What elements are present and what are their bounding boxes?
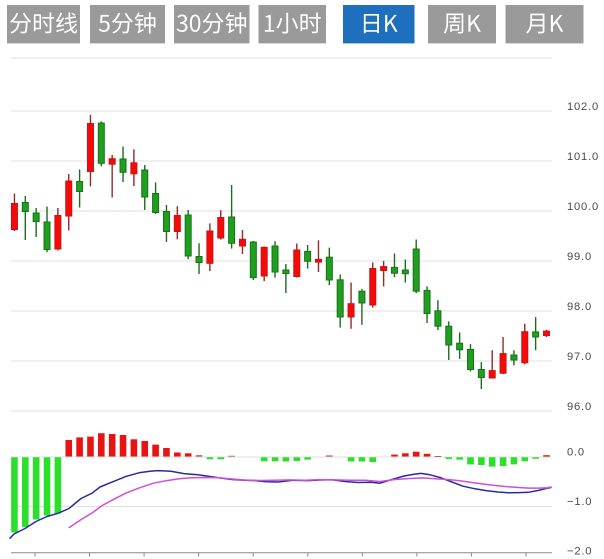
- svg-text:97.0: 97.0: [567, 351, 592, 363]
- svg-text:102.0: 102.0: [567, 101, 599, 113]
- svg-text:99.0: 99.0: [567, 251, 592, 263]
- svg-text:−1.0: −1.0: [567, 496, 592, 508]
- svg-text:−2.0: −2.0: [567, 546, 592, 558]
- svg-text:96.0: 96.0: [567, 401, 592, 413]
- svg-text:0.0: 0.0: [567, 447, 585, 459]
- svg-text:100.0: 100.0: [567, 201, 599, 213]
- svg-text:101.0: 101.0: [567, 151, 599, 163]
- svg-text:98.0: 98.0: [567, 301, 592, 313]
